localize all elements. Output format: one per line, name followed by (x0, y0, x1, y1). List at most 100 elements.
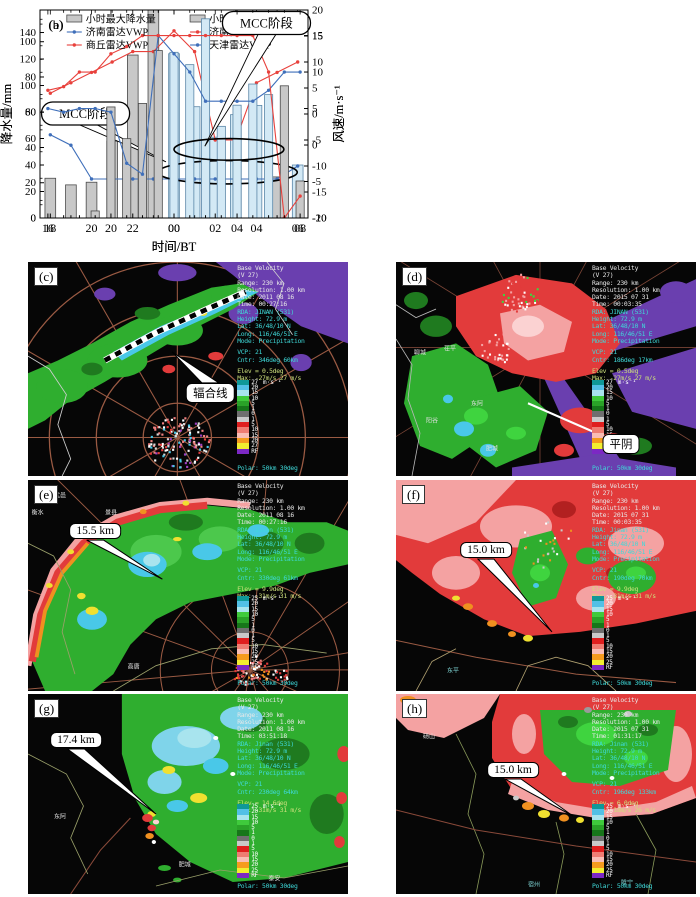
colorbar-swatch (237, 437, 250, 444)
radar-info-line: Time: 00:27:16 (237, 518, 287, 527)
colorbar-label: 20 (251, 436, 258, 444)
chart-text: 时间/BT (152, 240, 197, 254)
colorbar-label: 15 (606, 605, 613, 613)
colorbar-swatch (237, 406, 250, 412)
radar-info-line: Long: 116/46/51 E (592, 329, 653, 338)
colorbar-swatch (592, 443, 604, 449)
radar-scene (396, 480, 696, 691)
radar-info-line: (V 27) (592, 489, 614, 498)
bar-03 (216, 125, 226, 218)
chart-text: 100 (20, 36, 37, 48)
radar-info-line: Elev = 14.6deg (237, 798, 287, 807)
radar-info-line: Max: -31m/s 31 m/s (237, 806, 302, 815)
velocity-colorbar: 25 m·s⁻¹ 20 15 10 5 1 0 1 5 10 15 20 25 RF (237, 595, 346, 671)
radar-footer: Polar: 50km 30deg (592, 464, 653, 472)
colorbar-swatch (592, 601, 604, 607)
radar-footer: Polar: 50km 30deg (592, 882, 653, 890)
panel-tag: (f) (402, 485, 425, 504)
chart-text: (b) (48, 17, 63, 32)
colorbar-label: 15 (606, 813, 613, 821)
colorbar-swatch (592, 432, 604, 438)
radar-info-line: VCP: 21 (237, 566, 263, 575)
colorbar-swatch (237, 432, 250, 438)
colorbar-unit: m·s⁻¹ (617, 803, 637, 811)
colorbar-swatch (237, 611, 250, 618)
colorbar-swatch (592, 664, 604, 671)
chart-text: 10 (312, 67, 324, 79)
radar-info-line: Date: 2015 07 31 (592, 511, 649, 520)
colorbar-label: 25 (251, 595, 258, 603)
colorbar-swatch (592, 427, 604, 433)
colorbar-swatch (592, 384, 604, 391)
radar-info-line: Max: -27m/s 27 m/s (237, 374, 302, 383)
colorbar-label: 5 (606, 824, 610, 832)
colorbar-swatch (237, 601, 250, 607)
radar-info-line: RDA: JINAN (531) (592, 307, 649, 316)
bar-22 (137, 103, 147, 218)
colorbar-swatch (592, 819, 604, 826)
colorbar-label: 0 (606, 834, 610, 842)
colorbar-label: 20 (606, 600, 613, 608)
radar-info-line: Range: 230 km (592, 278, 639, 287)
radar-footer: Polar: 50km 30deg (237, 464, 298, 472)
chart-text: 济南雷达VWP (86, 26, 149, 39)
chart-text: -5 (312, 176, 322, 188)
radar-info-block: Base Velocity (V 27) Range: 230 km Resoluti… (592, 696, 694, 814)
radar-info-line: Mode: Precipitation (237, 768, 305, 777)
colorbar-swatch (592, 379, 604, 385)
chart-text: 小时最大降水量 (86, 13, 156, 26)
colorbar-label: 15 (606, 389, 613, 397)
colorbar-label: 1 (251, 829, 255, 837)
place-label: 武邑 (53, 492, 67, 500)
chart-text: 15 (312, 31, 324, 43)
colorbar-swatch (592, 809, 604, 815)
colorbar-swatch (592, 851, 604, 857)
chart-text: 降水量/mm (0, 84, 14, 145)
chart-text: 18 (44, 221, 56, 235)
radar-info-line: RDA: Jinan (531) (237, 525, 294, 534)
chart-text: 40 (25, 142, 37, 154)
mcc-callout: MCC阶段 (221, 10, 312, 36)
colorbar-label: 10 (251, 394, 258, 402)
colorbar-label: 1 (251, 405, 255, 413)
callout-label: 15.0 km (487, 762, 539, 778)
radar-info-line: Range: 230 km (237, 710, 284, 719)
radar-info-block: Base Velocity (V 27) Range: 230 km Resoluti… (237, 264, 346, 383)
radar-scene (28, 262, 348, 476)
colorbar-swatch (592, 835, 604, 842)
chart-text: 04 (250, 221, 262, 235)
colorbar-swatch (592, 406, 604, 412)
radar-info-line: Time: 00:03:35 (592, 518, 642, 527)
callout-label: 15.5 km (69, 522, 122, 539)
chart-text: -5 (312, 135, 322, 147)
chart-text: 00 (168, 221, 180, 235)
colorbar-swatch (592, 411, 604, 417)
colorbar-swatch (592, 448, 604, 454)
chart-text: 60 (25, 133, 37, 145)
panel-tag: (d) (402, 267, 428, 286)
colorbar-label: RF (606, 871, 613, 879)
chart-text: 0 (312, 109, 318, 121)
radar-info-line: Resolution: 1.00 km (237, 285, 305, 294)
colorbar-label: 1 (606, 632, 610, 640)
radar-info-line: Base Velocity (592, 264, 639, 272)
colorbar-label: 5 (251, 637, 255, 645)
radar-info-line: Lat: 36/48/10 N (237, 540, 291, 549)
colorbar-swatch (237, 633, 250, 639)
chart-text: 时间/BT (152, 240, 197, 254)
chart-text: -15 (312, 187, 327, 199)
colorbar-label: 15 (251, 431, 258, 439)
radar-info-line: Lat: 36/48/10 N (237, 754, 291, 763)
chart-text: 20 (86, 221, 98, 235)
colorbar-swatch (237, 443, 250, 449)
colorbar-unit: m·s⁻¹ (262, 595, 282, 603)
colorbar-label: 15 (606, 648, 613, 656)
panel-tag: (h) (402, 699, 428, 718)
colorbar-label: 0 (251, 626, 255, 634)
chart-text: 0 (31, 213, 37, 225)
chart-text: 0 (31, 213, 37, 225)
radar-info-line: Height: 72.9 m (237, 315, 287, 324)
chart-text: 16 (42, 221, 54, 235)
radar-info-block: Base Velocity (V 27) Range: 230 km Resoluti… (237, 696, 346, 815)
